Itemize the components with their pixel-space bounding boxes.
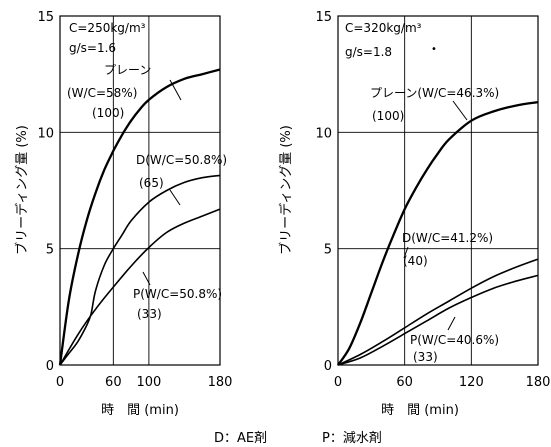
y-tick-label: 15 (37, 10, 54, 25)
series-line-2 (337, 274, 539, 366)
series-line-1 (337, 258, 539, 366)
chart-right-xlabel: 時 間 (min) (381, 403, 459, 418)
chart-right-label-d-ratio: (40) (403, 254, 428, 268)
y-tick-label: 5 (324, 243, 332, 258)
chart-right-grid (338, 16, 538, 365)
y-tick-label: 10 (315, 126, 332, 141)
chart-left-condition-gs: g/s=1.6 (69, 41, 116, 55)
chart-left-leader-p (142, 271, 151, 286)
x-tick-label: 60 (105, 375, 122, 390)
caption-water-reducer: P：減水剤 (322, 430, 382, 446)
chart-left-ticks: 0 60 100 180 0 5 10 15 (37, 10, 232, 390)
y-tick-label: 0 (46, 359, 54, 374)
chart-right-dot: • (431, 44, 437, 55)
chart-right-label-plain-ratio: (100) (372, 109, 404, 123)
x-tick-label: 0 (334, 375, 342, 390)
chart-right-leader-plain (452, 100, 468, 121)
series-line-1 (59, 174, 221, 366)
x-tick-label: 100 (136, 375, 161, 390)
chart-right-label-plain: プレーン(W/C=46.3%) (370, 86, 499, 100)
x-tick-label: 180 (526, 375, 551, 390)
chart-left-ylabel: ブリーディング量 (%) (14, 125, 30, 255)
chart-left-label-p-ratio: (33) (137, 307, 162, 321)
chart-left-grid (60, 16, 220, 365)
chart-left-xlabel: 時 間 (min) (101, 403, 179, 418)
chart-left-label-plain: プレーン (104, 63, 151, 77)
chart-left-series (58, 68, 221, 366)
chart-left-condition-c: C=250kg/m³ (69, 21, 146, 35)
chart-right: 0 60 120 180 0 5 10 15 C=320kg/m³ g/s=1.8 • プレー… (278, 10, 550, 418)
y-tick-label: 10 (37, 126, 54, 141)
chart-right-series (337, 100, 539, 366)
chart-right-condition-gs: g/s=1.8 (345, 45, 392, 59)
chart-left-label-plain-ratio: (100) (92, 106, 124, 120)
y-tick-label: 0 (324, 359, 332, 374)
series-line-0 (58, 68, 221, 366)
chart-left-frame (59, 15, 221, 366)
chart-right-condition-c: C=320kg/m³ (345, 21, 422, 35)
chart-right-ticks: 0 60 120 180 0 5 10 15 (315, 10, 550, 390)
chart-right-leader-d (403, 246, 409, 259)
chart-right-label-p-ratio: (33) (413, 350, 438, 364)
chart-right-label-d: D(W/C=41.2%) (402, 231, 493, 245)
x-tick-label: 120 (459, 375, 484, 390)
chart-right-leader-p (447, 316, 456, 331)
chart-right-label-p: P(W/C=40.6%) (410, 333, 499, 347)
chart-left-leader-d (169, 189, 181, 206)
chart-left-label-d-ratio: (65) (139, 176, 164, 190)
series-line-0 (337, 100, 539, 366)
chart-left-leader-plain (169, 79, 182, 101)
caption-ae-agent: D：AE剤 (214, 430, 267, 446)
chart-left-label-d: D(W/C=50.8%) (136, 153, 227, 167)
x-tick-label: 180 (208, 375, 233, 390)
x-tick-label: 0 (56, 375, 64, 390)
chart-left-label-plain-wc: (W/C=58%) (67, 86, 137, 100)
x-tick-label: 60 (396, 375, 413, 390)
chart-right-frame (337, 15, 539, 366)
chart-left-label-p: P(W/C=50.8%) (133, 287, 222, 301)
y-tick-label: 5 (46, 243, 54, 258)
y-tick-label: 15 (315, 10, 332, 25)
chart-right-ylabel: ブリーディング量 (%) (278, 125, 294, 255)
series-line-2 (59, 208, 221, 366)
